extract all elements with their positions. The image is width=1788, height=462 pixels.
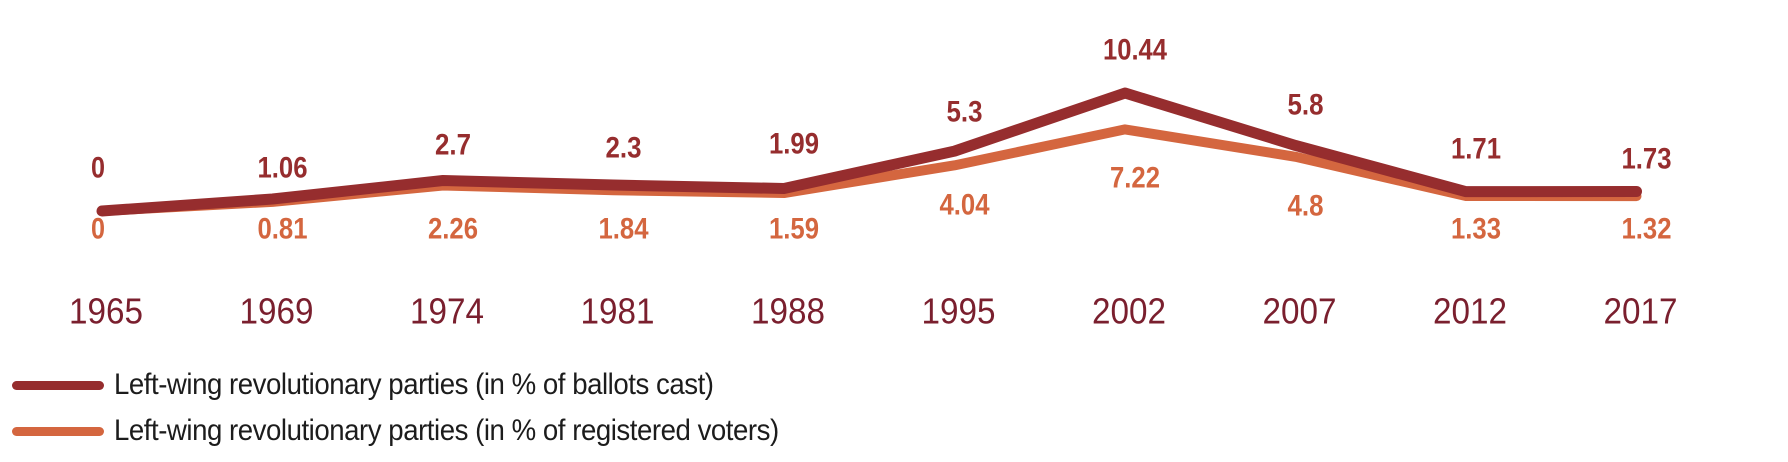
value-label-ballots-1995: 5.3: [947, 96, 983, 129]
legend-swatch-registered-voters: [12, 426, 104, 436]
value-label-registered-1974: 2.26: [428, 213, 478, 246]
x-tick-label-2007: 2007: [1263, 291, 1337, 332]
value-label-registered-1969: 0.81: [258, 213, 308, 246]
value-label-ballots-2007: 5.8: [1288, 89, 1324, 122]
value-label-ballots-1969: 1.06: [258, 152, 308, 185]
value-label-registered-2002: 7.22: [1110, 162, 1160, 195]
value-label-ballots-2017: 1.73: [1622, 143, 1672, 176]
value-label-ballots-2002: 10.44: [1103, 34, 1167, 67]
value-label-ballots-1974: 2.7: [435, 129, 471, 162]
value-label-ballots-1981: 2.3: [606, 132, 642, 165]
value-label-registered-1995: 4.04: [940, 189, 990, 222]
x-tick-label-1988: 1988: [751, 291, 825, 332]
x-tick-label-1965: 1965: [69, 291, 143, 332]
legend-item-registered-voters: Left-wing revolutionary parties (in % of…: [12, 408, 837, 454]
x-tick-label-1974: 1974: [410, 291, 484, 332]
value-label-ballots-1988: 1.99: [769, 128, 819, 161]
value-label-registered-2007: 4.8: [1288, 190, 1324, 223]
value-label-registered-2012: 1.33: [1451, 213, 1501, 246]
legend: Left-wing revolutionary parties (in % of…: [12, 362, 837, 454]
value-label-registered-1965: 0: [91, 213, 105, 246]
value-label-ballots-2012: 1.71: [1451, 133, 1501, 166]
legend-swatch-ballots-cast: [12, 380, 104, 390]
x-tick-label-2012: 2012: [1433, 291, 1507, 332]
x-tick-label-1995: 1995: [922, 291, 996, 332]
x-tick-label-1981: 1981: [581, 291, 655, 332]
x-tick-label-2017: 2017: [1604, 291, 1678, 332]
value-label-registered-2017: 1.32: [1622, 213, 1672, 246]
x-tick-label-1969: 1969: [240, 291, 314, 332]
series-line-ballots-cast: [96, 87, 1642, 217]
value-label-registered-1988: 1.59: [769, 213, 819, 246]
x-axis-tick-labels: 1965 1969 1974 1981 1988 1995 2002 2007 2012 2017: [69, 291, 1678, 332]
value-labels: 0 1.06 2.7 2.3 1.99 5.3 10.44 5.8 1.71 1.73 0 0.81 2…: [91, 34, 1672, 246]
legend-label-ballots-cast: Left-wing revolutionary parties (in % of…: [114, 368, 714, 401]
x-tick-label-2002: 2002: [1092, 291, 1166, 332]
series-lines: [96, 87, 1642, 217]
value-label-ballots-1965: 0: [91, 152, 105, 185]
legend-label-registered-voters: Left-wing revolutionary parties (in % of…: [114, 414, 779, 447]
value-label-registered-1981: 1.84: [599, 213, 649, 246]
legend-item-ballots-cast: Left-wing revolutionary parties (in % of…: [12, 362, 837, 408]
